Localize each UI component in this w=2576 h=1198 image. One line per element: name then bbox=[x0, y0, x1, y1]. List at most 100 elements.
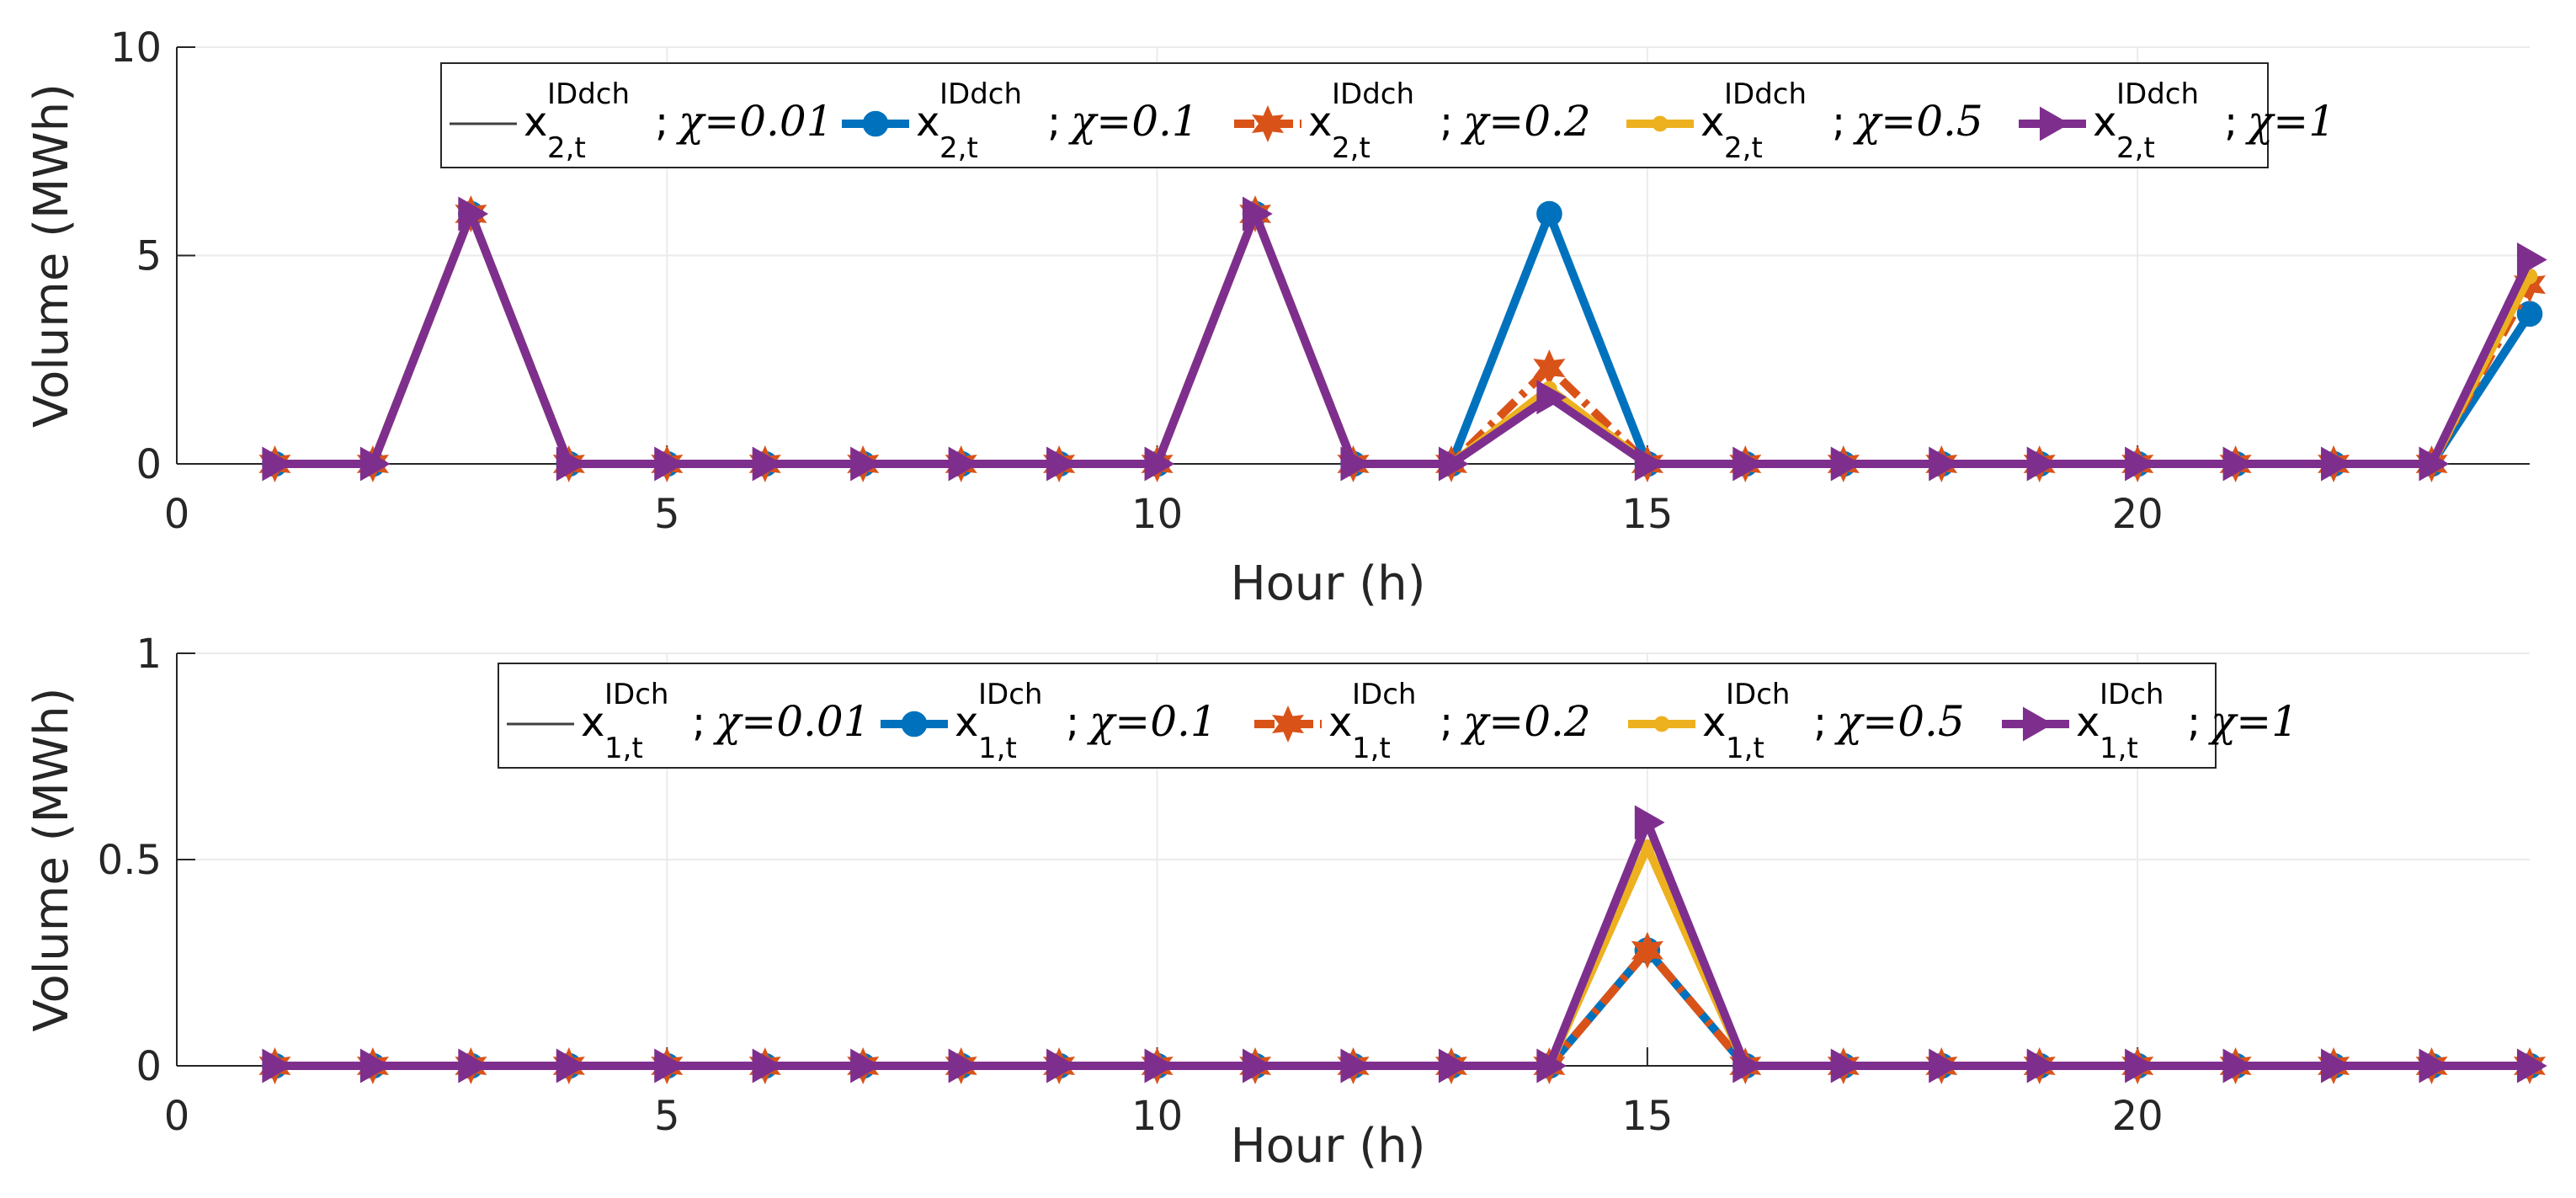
legend-separator: ; bbox=[1813, 699, 1827, 746]
data-point bbox=[850, 1048, 881, 1084]
legend-chi-label: χ=0.01 bbox=[676, 97, 833, 146]
data-point bbox=[1929, 446, 1959, 482]
legend-separator: ; bbox=[2224, 99, 2238, 146]
legend-symbol: x bbox=[1328, 699, 1352, 746]
data-point bbox=[359, 446, 391, 482]
legend-marker bbox=[901, 711, 928, 737]
legend-marker bbox=[2022, 706, 2053, 742]
legend-chi-label: χ=1 bbox=[2208, 697, 2298, 746]
legend-marker bbox=[1652, 115, 1669, 132]
legend-subscript: 1,t bbox=[2100, 732, 2138, 765]
legend-chi-label: χ=0.5 bbox=[1853, 97, 1983, 146]
y-tick-label: 5 bbox=[136, 233, 162, 280]
data-point bbox=[2026, 1048, 2057, 1084]
legend-symbol: x bbox=[1700, 99, 1724, 146]
legend-marker bbox=[2039, 106, 2070, 141]
data-point bbox=[2125, 446, 2155, 482]
legend-symbol: x bbox=[2093, 99, 2116, 146]
legend-subscript: 2,t bbox=[1332, 131, 1370, 165]
data-point bbox=[1340, 1048, 1371, 1084]
data-point bbox=[556, 1048, 587, 1084]
series-4 bbox=[262, 805, 2547, 1084]
y-axis-label: Volume (MWh) bbox=[24, 688, 79, 1032]
legend-chi-label: χ=1 bbox=[2245, 97, 2335, 146]
data-point bbox=[2222, 1048, 2254, 1084]
data-point bbox=[1634, 446, 1665, 482]
data-point bbox=[1144, 446, 1175, 482]
legend-separator: ; bbox=[2187, 699, 2201, 746]
data-point bbox=[458, 196, 489, 232]
legend-separator: ; bbox=[1047, 99, 1061, 146]
data-point bbox=[1732, 446, 1764, 482]
legend-superscript: IDdch bbox=[939, 77, 1022, 111]
y-tick-label: 1 bbox=[136, 631, 162, 678]
x-tick-label: 5 bbox=[654, 1093, 680, 1140]
x-axis-label: Hour (h) bbox=[1231, 556, 1426, 611]
data-point bbox=[850, 446, 881, 482]
data-point bbox=[1929, 1048, 1959, 1084]
legend-subscript: 1,t bbox=[978, 732, 1017, 765]
data-point bbox=[1144, 1048, 1175, 1084]
legend-subscript: 2,t bbox=[939, 131, 978, 165]
legend-symbol: x bbox=[581, 699, 604, 746]
data-point bbox=[556, 446, 587, 482]
data-point bbox=[262, 1048, 293, 1084]
legend-symbol: x bbox=[524, 99, 547, 146]
legend-separator: ; bbox=[1440, 99, 1453, 146]
y-tick-label: 10 bbox=[110, 24, 162, 72]
x-tick-label: 10 bbox=[1131, 491, 1183, 538]
legend-chi-label: χ=0.2 bbox=[1461, 697, 1591, 746]
data-point bbox=[1732, 1048, 1764, 1084]
legend-separator: ; bbox=[1440, 699, 1453, 746]
legend-superscript: IDch bbox=[1352, 678, 1416, 711]
data-point bbox=[458, 1048, 489, 1084]
data-point bbox=[2516, 1048, 2547, 1084]
data-point bbox=[2321, 446, 2351, 482]
data-point bbox=[1340, 446, 1371, 482]
data-point bbox=[1243, 196, 1273, 232]
legend-superscript: IDch bbox=[1726, 678, 1790, 711]
data-point bbox=[2419, 1048, 2450, 1084]
legend-marker bbox=[1251, 105, 1285, 142]
x-tick-label: 10 bbox=[1131, 1093, 1183, 1140]
legend-superscript: IDch bbox=[2100, 678, 2164, 711]
legend-superscript: IDdch bbox=[2116, 77, 2199, 111]
data-point bbox=[2419, 446, 2450, 482]
legend-marker bbox=[1271, 705, 1305, 743]
legend-symbol: x bbox=[955, 699, 978, 746]
data-point bbox=[2516, 242, 2547, 277]
legend-subscript: 1,t bbox=[1726, 732, 1764, 765]
data-point bbox=[1830, 446, 1861, 482]
legend-chi-label: χ=0.2 bbox=[1461, 97, 1591, 146]
data-point bbox=[752, 1048, 783, 1084]
data-point bbox=[752, 446, 783, 482]
x-tick-label: 0 bbox=[164, 491, 190, 538]
legend-subscript: 1,t bbox=[1352, 732, 1391, 765]
data-point bbox=[1046, 1048, 1077, 1084]
x-tick-label: 0 bbox=[164, 1093, 190, 1140]
legend-separator: ; bbox=[1832, 99, 1845, 146]
x-tick-label: 20 bbox=[2112, 491, 2164, 538]
data-point bbox=[948, 1048, 979, 1084]
data-point bbox=[1536, 1048, 1567, 1084]
data-point bbox=[1046, 446, 1077, 482]
legend-box bbox=[440, 62, 2269, 168]
legend-chi-label: χ=0.1 bbox=[1087, 697, 1217, 746]
y-tick-label: 0 bbox=[136, 441, 162, 488]
data-point bbox=[2222, 446, 2254, 482]
data-point bbox=[1631, 931, 1663, 969]
legend-superscript: IDdch bbox=[547, 77, 630, 111]
